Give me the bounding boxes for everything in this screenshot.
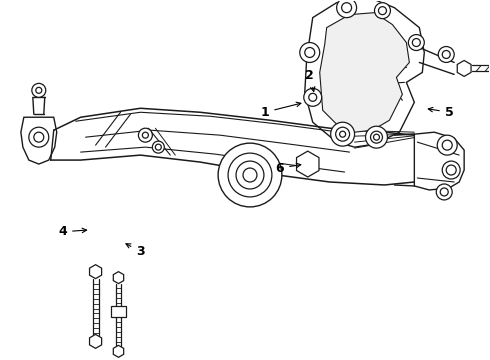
Polygon shape [319, 13, 409, 132]
Circle shape [300, 42, 319, 62]
Circle shape [438, 46, 454, 62]
Circle shape [370, 131, 383, 143]
Circle shape [342, 3, 352, 13]
Circle shape [138, 128, 152, 142]
Circle shape [228, 153, 272, 197]
Polygon shape [113, 272, 123, 284]
Circle shape [331, 122, 355, 146]
Circle shape [305, 161, 311, 167]
Circle shape [442, 50, 450, 58]
Text: 6: 6 [275, 162, 301, 175]
Polygon shape [457, 60, 471, 76]
Circle shape [236, 161, 264, 189]
Circle shape [336, 127, 349, 141]
Text: 4: 4 [58, 225, 87, 238]
Circle shape [437, 135, 457, 155]
Circle shape [442, 140, 452, 150]
Polygon shape [90, 265, 101, 279]
Circle shape [374, 3, 391, 19]
Polygon shape [21, 117, 57, 164]
Text: 5: 5 [428, 106, 454, 119]
Polygon shape [415, 132, 464, 190]
Circle shape [436, 184, 452, 200]
Circle shape [413, 39, 420, 46]
Circle shape [366, 126, 388, 148]
Text: 1: 1 [261, 102, 301, 119]
Circle shape [32, 84, 46, 97]
Circle shape [218, 143, 282, 207]
Circle shape [304, 88, 322, 106]
Circle shape [440, 188, 448, 196]
Circle shape [309, 93, 317, 101]
Circle shape [408, 35, 424, 50]
Text: 3: 3 [126, 244, 145, 258]
Circle shape [340, 131, 345, 137]
Circle shape [29, 127, 49, 147]
Circle shape [378, 7, 387, 15]
Circle shape [243, 168, 257, 182]
Circle shape [143, 132, 148, 138]
Circle shape [446, 165, 456, 175]
Circle shape [373, 134, 379, 140]
Circle shape [152, 141, 164, 153]
Polygon shape [296, 151, 319, 177]
Circle shape [155, 144, 161, 150]
Circle shape [337, 0, 357, 18]
Circle shape [36, 87, 42, 93]
Polygon shape [305, 0, 424, 147]
Polygon shape [113, 345, 123, 357]
Circle shape [301, 157, 315, 171]
Circle shape [305, 48, 315, 58]
Polygon shape [90, 334, 101, 348]
Text: 2: 2 [305, 69, 315, 91]
Circle shape [34, 132, 44, 142]
FancyBboxPatch shape [111, 306, 126, 318]
Circle shape [442, 161, 460, 179]
